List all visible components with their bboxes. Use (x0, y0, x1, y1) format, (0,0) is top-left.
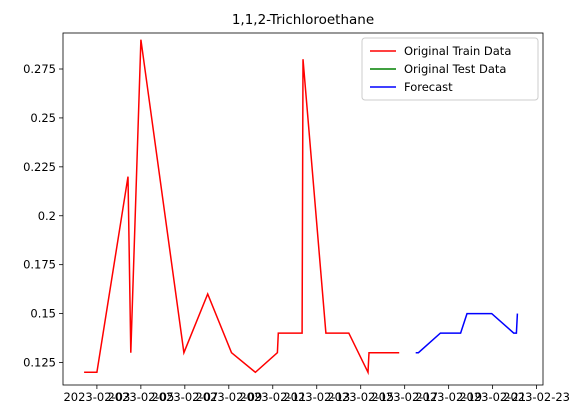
chart-title: 1,1,2-Trichloroethane (232, 12, 374, 28)
x-tick-label: 2023-02-15 (327, 390, 394, 404)
legend: Original Train Data Original Test Data For… (361, 37, 539, 101)
plot-frame (62, 32, 544, 386)
y-tick-label: 0.275 (23, 62, 56, 76)
x-tick-label: 2023-02-05 (107, 390, 174, 404)
x-tick-label: 2023-02-23 (503, 390, 570, 404)
x-tick-label: 2023-02-13 (283, 390, 350, 404)
x-tick-label: 2023-02-19 (415, 390, 482, 404)
x-tick-label: 2023-02-07 (151, 390, 218, 404)
x-tick-label: 2023-02-09 (195, 390, 262, 404)
y-tick-label: 0.125 (23, 355, 56, 369)
legend-label: Original Train Data (404, 44, 511, 58)
legend-label: Original Test Data (404, 62, 506, 76)
y-tick-label: 0.15 (30, 307, 56, 321)
y-tick-label: 0.225 (23, 160, 56, 174)
series-line (415, 312, 519, 354)
x-tick-label: 2023-02-21 (459, 390, 526, 404)
legend-label: Forecast (404, 80, 453, 94)
y-tick-label: 0.175 (23, 258, 56, 272)
series-line (84, 39, 400, 376)
y-tick-label: 0.25 (30, 111, 56, 125)
legend-box (361, 37, 539, 101)
y-tick-label: 0.2 (38, 209, 56, 223)
x-tick-label: 2023-02-03 (63, 390, 130, 404)
x-tick-label: 2023-02-17 (371, 390, 438, 404)
x-tick-label: 2023-02-11 (239, 390, 306, 404)
